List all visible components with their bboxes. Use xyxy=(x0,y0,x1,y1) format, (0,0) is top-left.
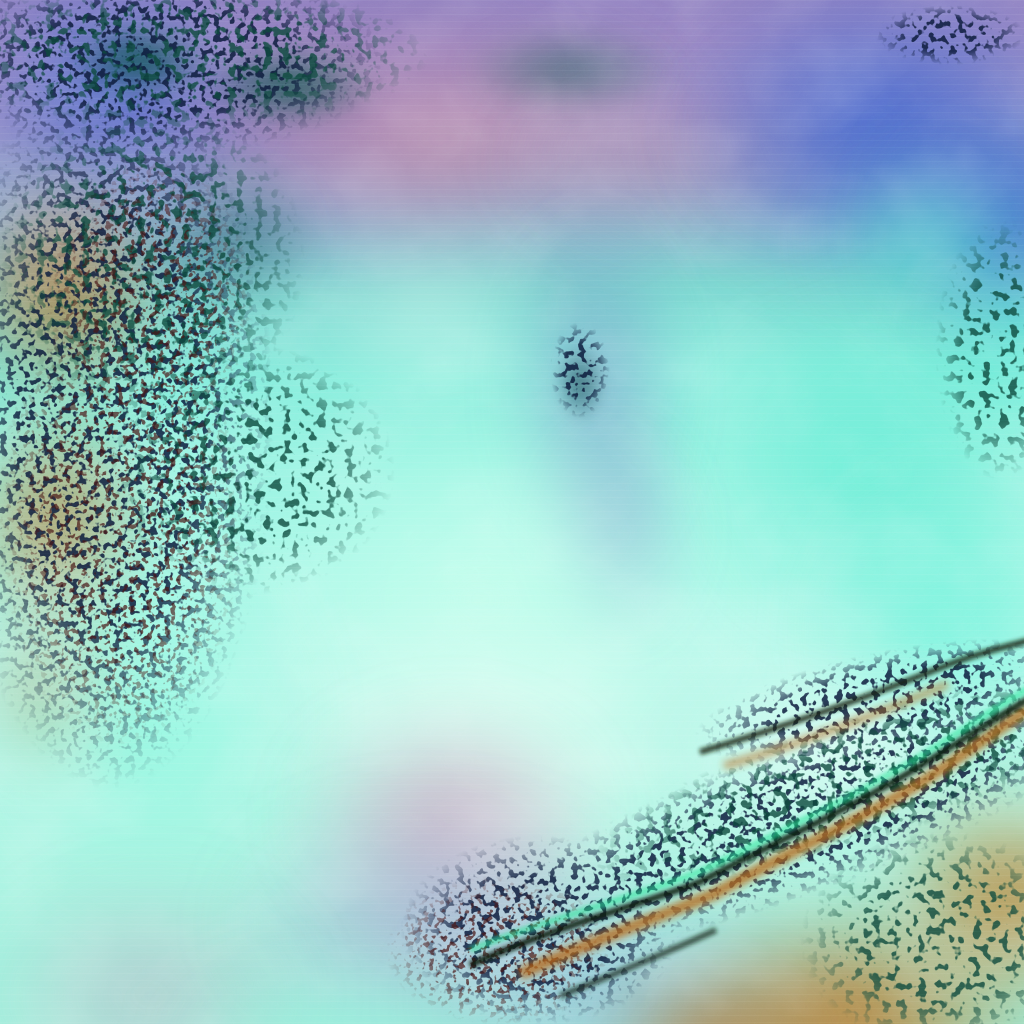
satellite-image xyxy=(0,0,1024,1024)
terrain-texture-overlay xyxy=(0,0,1024,1024)
film-grain-texture xyxy=(0,0,1024,1024)
